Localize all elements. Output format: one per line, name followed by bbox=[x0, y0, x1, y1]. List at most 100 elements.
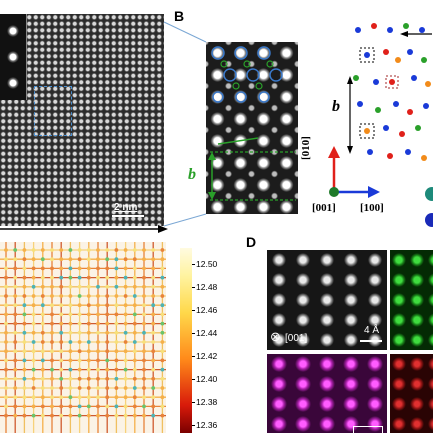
lattice-point bbox=[151, 321, 156, 326]
lattice-point bbox=[142, 349, 146, 354]
lattice-point bbox=[151, 284, 156, 289]
lattice-point bbox=[40, 330, 45, 335]
lattice-point bbox=[123, 404, 128, 409]
lattice-point bbox=[13, 275, 18, 280]
lattice-point bbox=[105, 349, 110, 354]
colorbar-tick: 12.36 bbox=[196, 420, 218, 430]
lattice-point bbox=[40, 349, 45, 354]
lattice-point bbox=[59, 367, 64, 372]
lattice-point bbox=[59, 330, 64, 335]
lattice-point bbox=[160, 367, 165, 372]
panel-d-scalebar bbox=[360, 340, 382, 342]
lattice-point bbox=[160, 294, 165, 298]
lattice-point bbox=[151, 248, 156, 252]
lattice-point bbox=[77, 349, 82, 354]
lattice-point bbox=[86, 303, 91, 308]
lattice-point bbox=[160, 358, 165, 363]
colorbar-tick-mark bbox=[192, 425, 195, 426]
lattice-point bbox=[96, 312, 100, 317]
lattice-point bbox=[105, 376, 110, 381]
lattice-point bbox=[77, 321, 82, 326]
panel-d-scalebar-label: 4 Å bbox=[364, 325, 380, 336]
lattice-point bbox=[96, 284, 100, 289]
lattice-point bbox=[68, 340, 73, 344]
lattice-point bbox=[77, 284, 82, 289]
lattice-point bbox=[31, 257, 36, 262]
zone-axis-icon: ⊗ bbox=[270, 330, 281, 345]
lattice-point bbox=[96, 340, 100, 344]
lattice-point bbox=[96, 294, 100, 298]
colorbar-tick: 12.40 bbox=[196, 374, 218, 384]
lattice-point bbox=[50, 284, 54, 289]
colorbar-tick: 12.44 bbox=[196, 328, 218, 338]
lattice-point bbox=[68, 294, 73, 298]
lattice-point bbox=[68, 303, 73, 308]
lattice-point bbox=[22, 303, 27, 308]
lattice-point bbox=[142, 404, 146, 409]
lattice-point bbox=[68, 395, 73, 400]
lattice-point bbox=[151, 386, 156, 390]
axis-001-label: [001] bbox=[312, 202, 336, 214]
lattice-point bbox=[132, 321, 137, 326]
lattice-point bbox=[31, 376, 36, 381]
lattice-point bbox=[13, 367, 18, 372]
lattice-point bbox=[68, 330, 73, 335]
lattice-point bbox=[77, 294, 82, 298]
lattice-point bbox=[86, 257, 91, 262]
lattice-point bbox=[86, 284, 91, 289]
lattice-point bbox=[50, 340, 54, 344]
lattice-point bbox=[123, 340, 128, 344]
lattice-point bbox=[13, 376, 18, 381]
lattice-point bbox=[142, 321, 146, 326]
lattice-point bbox=[114, 367, 119, 372]
lattice-point bbox=[59, 321, 64, 326]
lattice-point bbox=[31, 358, 36, 363]
lattice-point bbox=[4, 340, 8, 344]
lattice-point bbox=[13, 358, 18, 363]
lattice-point bbox=[31, 312, 36, 317]
lattice-point bbox=[4, 294, 8, 298]
lattice-point bbox=[132, 367, 137, 372]
lattice-point bbox=[40, 257, 45, 262]
lattice-point bbox=[160, 248, 165, 252]
lattice-point bbox=[59, 376, 64, 381]
colorbar-tick: 12.46 bbox=[196, 305, 218, 315]
lattice-point bbox=[31, 349, 36, 354]
lattice-point bbox=[50, 413, 54, 418]
lattice-point bbox=[96, 248, 100, 252]
panel-d-haadf-image bbox=[267, 250, 387, 350]
lattice-point bbox=[22, 275, 27, 280]
lattice-point bbox=[114, 413, 119, 418]
lattice-point bbox=[96, 257, 100, 262]
lattice-point bbox=[123, 395, 128, 400]
lattice-point bbox=[40, 312, 45, 317]
panel-c-colorbar bbox=[180, 248, 192, 433]
lattice-point bbox=[13, 413, 18, 418]
lattice-point bbox=[96, 266, 100, 271]
lattice-point bbox=[123, 330, 128, 335]
lattice-point bbox=[123, 312, 128, 317]
lattice-point bbox=[77, 386, 82, 390]
lattice-point bbox=[31, 303, 36, 308]
colorbar-tick: 12.50 bbox=[196, 259, 218, 269]
lattice-point bbox=[13, 321, 18, 326]
lattice-point bbox=[77, 312, 82, 317]
lattice-point bbox=[4, 358, 8, 363]
colorbar-tick: 12.42 bbox=[196, 351, 218, 361]
lattice-point bbox=[105, 312, 110, 317]
lattice-point bbox=[68, 386, 73, 390]
lattice-point bbox=[151, 395, 156, 400]
lattice-point bbox=[77, 248, 82, 252]
panel-a-inset bbox=[0, 14, 27, 100]
lattice-point bbox=[86, 413, 91, 418]
lattice-point bbox=[105, 266, 110, 271]
lattice-point bbox=[142, 330, 146, 335]
lattice-point bbox=[114, 386, 119, 390]
lattice-point bbox=[123, 275, 128, 280]
lattice-point bbox=[160, 266, 165, 271]
lattice-point bbox=[96, 367, 100, 372]
lattice-point bbox=[114, 284, 119, 289]
lattice-point bbox=[13, 248, 18, 252]
lattice-point bbox=[132, 294, 137, 298]
lattice-point bbox=[160, 413, 165, 418]
